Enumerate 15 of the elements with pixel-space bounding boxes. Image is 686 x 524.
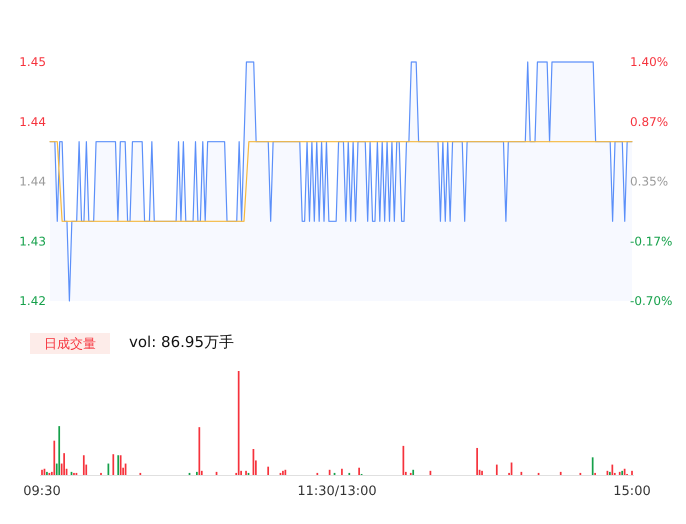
x-tick-label: 15:00 — [613, 484, 651, 499]
text: vol: 86.95万手 — [129, 333, 234, 351]
y2-tick-label: 0.35% — [630, 174, 668, 188]
y-tick-label: 1.45 — [19, 55, 46, 69]
y-tick-label: 1.43 — [19, 234, 46, 248]
x-tick-label: 09:30 — [23, 484, 61, 499]
y2-tick-label: -0.17% — [630, 234, 672, 248]
y-tick-label: 1.44 — [19, 114, 46, 129]
y2-tick-label: -0.70% — [630, 294, 672, 308]
y2-tick-label: 1.40% — [630, 55, 668, 69]
x-tick-label: 11:30/13:00 — [297, 484, 377, 499]
y2-tick-label: 0.87% — [630, 114, 668, 129]
text: 日成交量 — [44, 336, 96, 352]
y-tick-label: 1.44 — [19, 174, 46, 188]
y-tick-label: 1.42 — [19, 294, 46, 308]
